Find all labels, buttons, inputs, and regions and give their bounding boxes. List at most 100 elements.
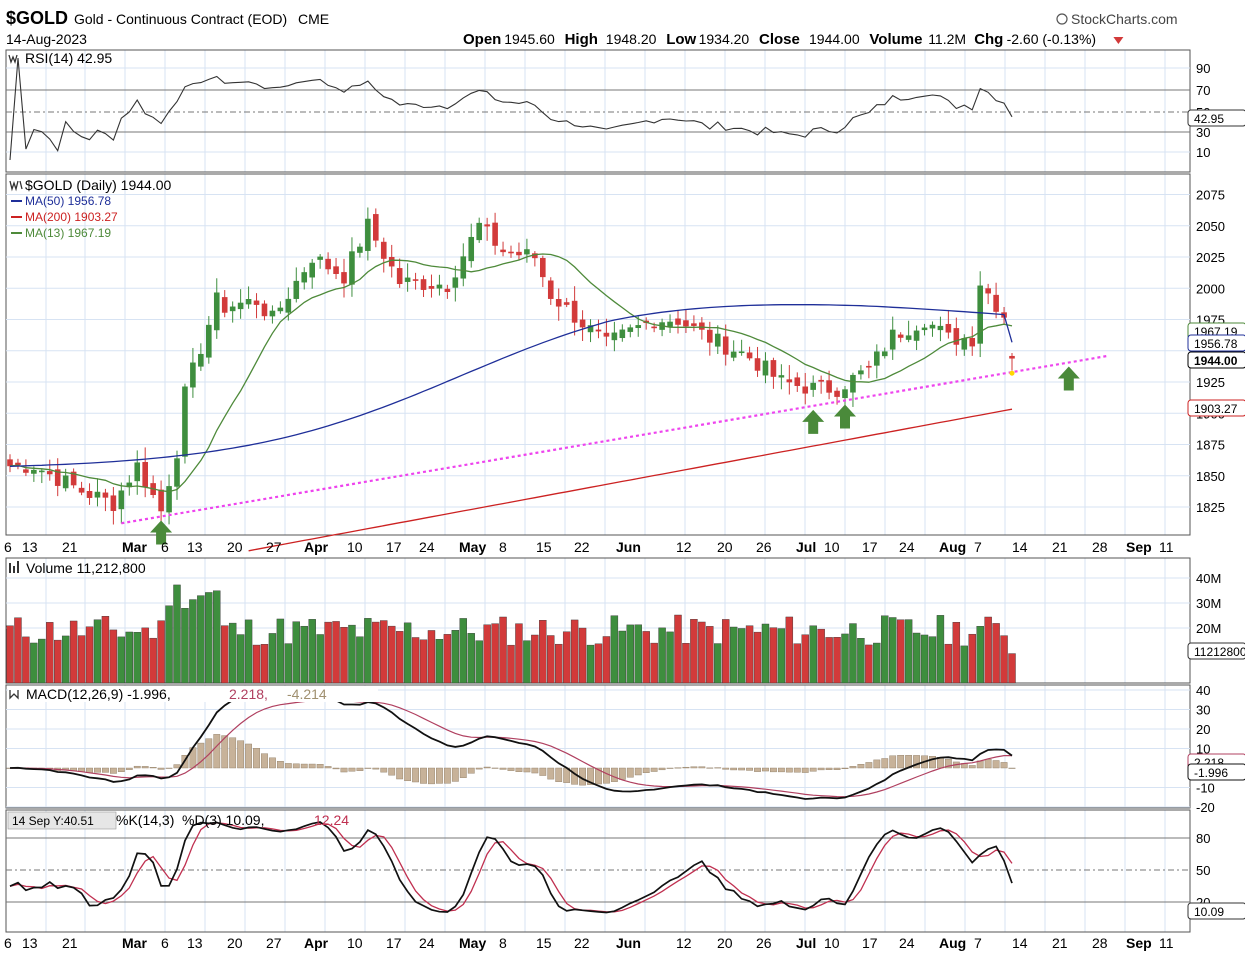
- macd-hist-bar: [141, 766, 149, 769]
- macd-hist-bar: [539, 767, 547, 776]
- volume-bar: [451, 630, 460, 684]
- volume-bar: [626, 624, 634, 684]
- candle-body: [810, 382, 816, 390]
- volume-bar: [475, 640, 483, 684]
- macd-hist-bar: [205, 738, 213, 769]
- bottom-date-label: 21: [1052, 935, 1068, 951]
- candle-body: [714, 333, 721, 347]
- volume-bar: [793, 643, 801, 684]
- volume-tick-30M: 30M: [1196, 596, 1221, 611]
- macd-label-bg: [8, 686, 378, 702]
- macd-tick--10: -10: [1196, 781, 1215, 796]
- crosshair-tooltip: [7, 811, 117, 830]
- volume-bar: [555, 643, 563, 684]
- macd-hist-bar: [992, 760, 1000, 769]
- macd-hist-bar: [674, 767, 682, 769]
- volume-bar: [547, 635, 555, 684]
- volume-bar: [181, 608, 189, 684]
- candle-body: [94, 491, 101, 498]
- candle-body: [404, 277, 411, 282]
- macd-tick--20: -20: [1196, 800, 1215, 815]
- top-date-label: 21: [1052, 539, 1068, 555]
- volume-bar: [284, 643, 293, 684]
- quote-high-label: High: [565, 31, 598, 48]
- volume-bar: [912, 632, 921, 684]
- volume-bar: [825, 637, 833, 684]
- macd-hist-bar: [762, 767, 769, 772]
- candle-body: [365, 218, 371, 251]
- candle-body: [754, 358, 761, 371]
- top-date-label: 12: [676, 539, 692, 555]
- volume-bar: [54, 639, 62, 684]
- candle-body: [269, 310, 276, 317]
- candle-body: [778, 375, 785, 378]
- rsi-value-tag-box: [1187, 109, 1245, 127]
- candle-body: [229, 306, 236, 312]
- volume-bar: [896, 619, 905, 684]
- volume-bar: [857, 638, 865, 684]
- volume-bar: [276, 618, 285, 684]
- quote-high-value: 1948.20: [606, 31, 657, 47]
- candle-body: [102, 492, 109, 498]
- support-arrow-icon: [150, 520, 173, 545]
- top-date-label: 17: [862, 539, 878, 555]
- volume-bar: [244, 619, 253, 684]
- volume-bar: [388, 625, 396, 684]
- volume-bar: [149, 637, 157, 684]
- macd-panel-icon: [9, 690, 19, 700]
- candle-body: [953, 328, 960, 345]
- macd-hist-bar: [849, 766, 857, 769]
- candle-body: [237, 302, 244, 310]
- volume-bar: [213, 590, 221, 684]
- macd-hist-bar: [825, 767, 833, 770]
- candle-body: [889, 329, 896, 350]
- macd-hist-bar: [356, 767, 364, 771]
- volume-bar: [173, 584, 181, 684]
- macd-hist-bar: [340, 767, 348, 773]
- volume-bar: [364, 618, 372, 684]
- candle-body: [500, 249, 506, 253]
- crosshair-tooltip-text: 14 Sep Y:40.51: [12, 814, 94, 828]
- volume-bar: [706, 626, 714, 684]
- macd-hist-bar: [109, 767, 117, 774]
- macd-hist-bar: [388, 767, 396, 776]
- candle-body: [110, 495, 117, 511]
- candle-body: [325, 258, 331, 270]
- support-arrow-icon: [802, 409, 825, 434]
- volume-bar: [984, 616, 992, 684]
- volume-bar: [920, 634, 929, 684]
- macd-hist-bar: [1008, 767, 1016, 769]
- volume-bar: [6, 625, 14, 684]
- top-date-label: 28: [1092, 539, 1108, 555]
- volume-label: Volume 11,212,800: [26, 560, 146, 576]
- top-date-label: 24: [899, 539, 915, 555]
- candle-body: [54, 469, 61, 486]
- bottom-date-label: Jun: [616, 935, 641, 951]
- symbol-title[interactable]: $GOLD: [6, 8, 68, 28]
- volume-bar: [459, 618, 467, 684]
- candles: [7, 207, 1015, 525]
- top-date-label: 26: [756, 539, 772, 555]
- macd-tick-30: 30: [1196, 703, 1210, 718]
- macd-tick-40: 40: [1196, 683, 1210, 698]
- macd-hist-bar: [873, 759, 881, 769]
- candle-body: [39, 470, 45, 473]
- candle-body: [396, 268, 403, 285]
- candle-body: [213, 292, 220, 331]
- candle-body: [444, 288, 451, 292]
- macd-value-tag-box: [1187, 763, 1245, 781]
- candle-body: [881, 351, 888, 357]
- candle-body: [508, 251, 514, 254]
- stockcharts-logo[interactable]: StockCharts.com: [1056, 11, 1178, 27]
- macd-hist-bar: [332, 767, 340, 770]
- volume-bar: [809, 625, 817, 684]
- bottom-date-label: 28: [1092, 935, 1108, 951]
- macd-hist-bar: [1000, 762, 1008, 769]
- top-date-label: 10: [824, 539, 840, 555]
- volume-bar: [889, 617, 897, 684]
- volume-bar: [46, 622, 54, 684]
- top-date-label: 24: [419, 539, 435, 555]
- macd-hist-bar: [364, 767, 372, 769]
- ma-legend-label: MA(13) 1967.19: [25, 226, 111, 240]
